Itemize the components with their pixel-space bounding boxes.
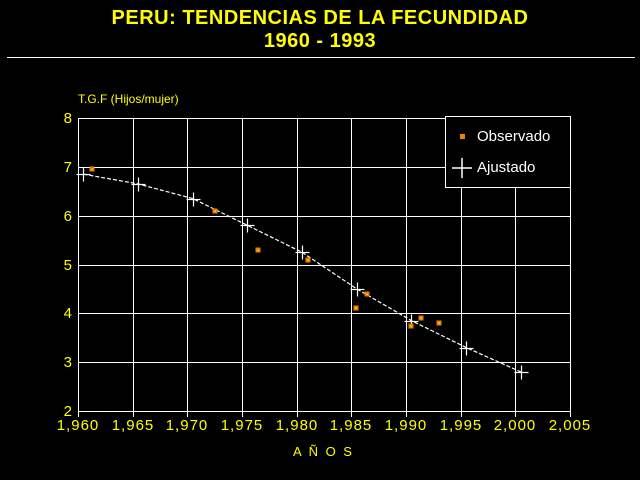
ajustado-fitted-line <box>83 173 522 373</box>
legend-label-observado: Observado <box>477 128 551 145</box>
x-tick-label: 1,980 <box>276 417 319 434</box>
ajustado-plus-icon <box>452 157 472 178</box>
chart-title-line2: 1960 - 1993 <box>263 30 377 52</box>
ajustado-marker-box <box>449 156 475 180</box>
legend-item-ajustado: Ajustado <box>449 155 570 181</box>
y-tick-label: 6 <box>64 208 73 225</box>
observado-square-highlight <box>214 210 216 212</box>
chart-title-line1: PERU: TENDENCIAS DE LA FECUNDIDAD <box>111 7 529 29</box>
x-axis-title: A Ñ O S <box>293 444 354 459</box>
x-tick-label: 1,970 <box>166 417 209 434</box>
y-tick-label: 5 <box>64 257 73 274</box>
x-tick-label: 1,960 <box>57 417 100 434</box>
x-tick-label: 2,005 <box>549 417 592 434</box>
observado-square-highlight <box>355 307 357 309</box>
plot-border <box>78 118 571 412</box>
observado-square-highlight <box>307 259 309 261</box>
y-tick-label: 8 <box>64 110 73 127</box>
y-tick-label: 7 <box>64 159 73 176</box>
observado-square-highlight <box>257 249 259 251</box>
chart-title: PERU: TENDENCIAS DE LA FECUNDIDAD 1960 -… <box>0 7 640 53</box>
observado-square-highlight <box>366 293 368 295</box>
x-tick-label: 1,990 <box>385 417 428 434</box>
observado-square-highlight <box>410 325 412 327</box>
x-tick-label: 1,965 <box>112 417 155 434</box>
observado-marker-box <box>449 125 475 149</box>
legend-box: Observado Ajustado <box>445 116 571 188</box>
observado-square-highlight <box>438 322 440 324</box>
observado-square-highlight <box>420 317 422 319</box>
title-separator-line <box>7 57 635 58</box>
y-tick-label: 2 <box>64 403 73 420</box>
observado-square-highlight <box>91 168 93 170</box>
observado-square-icon <box>459 134 465 139</box>
x-tick-label: 2,000 <box>494 417 537 434</box>
legend-item-observado: Observado <box>449 124 570 150</box>
x-tick-label: 1,995 <box>440 417 483 434</box>
x-tick-label: 1,975 <box>221 417 264 434</box>
legend-label-ajustado: Ajustado <box>477 159 536 176</box>
y-axis-title: T.G.F (Hijos/mujer) <box>78 92 179 106</box>
y-tick-label: 4 <box>64 305 73 322</box>
x-tick-label: 1,985 <box>330 417 373 434</box>
y-tick-label: 3 <box>64 354 73 371</box>
